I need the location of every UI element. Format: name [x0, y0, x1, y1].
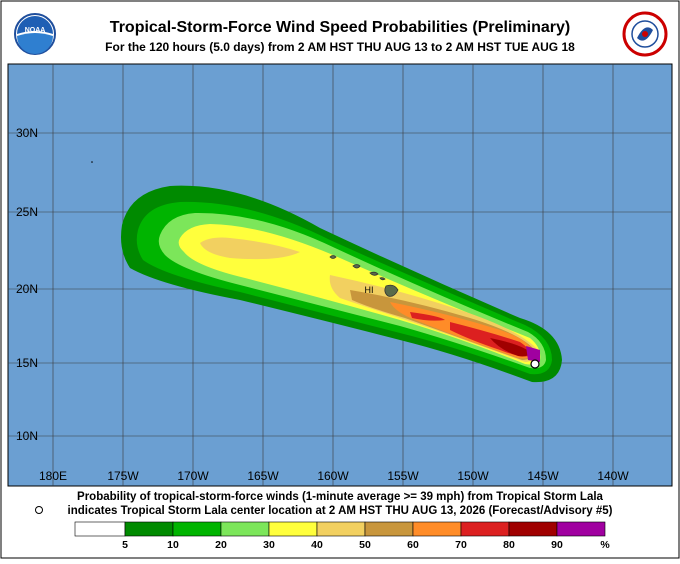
legend: 5 10 20 30 40 50 60 70 80 90%	[74, 521, 610, 551]
lon-label: 175W	[107, 469, 139, 483]
legend-swatch	[316, 521, 366, 537]
legend-swatch	[364, 521, 414, 537]
legend-swatch	[74, 521, 126, 537]
islands	[329, 255, 399, 297]
legend-label: 5	[122, 539, 128, 551]
caption-line: Probability of tropical-storm-force wind…	[77, 491, 604, 503]
lat-label: 15N	[16, 356, 38, 370]
legend-label: 20	[215, 539, 227, 551]
legend-swatch	[412, 521, 462, 537]
legend-swatch	[220, 521, 270, 537]
title: Tropical-Storm-Force Wind Speed Probabil…	[110, 19, 570, 36]
legend-label: 70	[455, 539, 467, 551]
legend-swatch	[508, 521, 558, 537]
lon-label: 180E	[39, 469, 67, 483]
nws-logo	[622, 11, 668, 57]
legend-swatch	[124, 521, 174, 537]
map: HI 30N 25N 20N 15N 10N 180E 175W 170W 165W 160W 15…	[7, 63, 673, 487]
legend-label: 30	[263, 539, 275, 551]
lat-label: 20N	[16, 282, 38, 296]
legend-label: 60	[407, 539, 419, 551]
legend-label: 90	[551, 539, 563, 551]
lat-label: 10N	[16, 429, 38, 443]
center-symbol	[35, 506, 43, 514]
lon-label: 170W	[177, 469, 209, 483]
legend-label: 10	[167, 539, 179, 551]
legend-label: 80	[503, 539, 515, 551]
noaa-text: NOAA	[25, 27, 46, 34]
lon-label: 165W	[247, 469, 279, 483]
lon-label: 140W	[597, 469, 629, 483]
subtitle: For the 120 hours (5.0 days) from 2 AM H…	[105, 40, 575, 54]
speck	[91, 161, 93, 163]
probability-swath	[121, 185, 562, 383]
storm-center	[530, 359, 540, 369]
legend-label: %	[600, 539, 610, 551]
legend-label: 50	[359, 539, 371, 551]
legend-label: 40	[311, 539, 323, 551]
legend-swatch	[268, 521, 318, 537]
lon-label: 150W	[457, 469, 489, 483]
legend-swatch	[172, 521, 222, 537]
lon-label: 155W	[387, 469, 419, 483]
lon-label: 160W	[317, 469, 349, 483]
lon-label: 145W	[527, 469, 559, 483]
legend-swatch	[556, 521, 606, 537]
legend-swatch	[460, 521, 510, 537]
caption-line: indicates Tropical Storm Lala center loc…	[68, 505, 613, 517]
place-label: HI	[365, 285, 374, 295]
noaa-logo: NOAA	[14, 13, 56, 55]
lat-label: 30N	[16, 126, 38, 140]
lat-label: 25N	[16, 205, 38, 219]
